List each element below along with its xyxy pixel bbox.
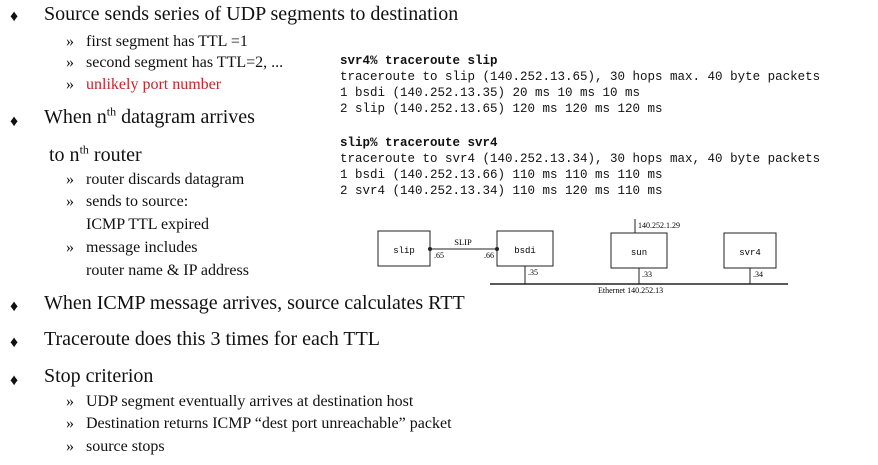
- sub-bullet-text-highlight: unlikely port number: [86, 76, 222, 93]
- svr4-address-label: .34: [753, 270, 763, 279]
- bullet-diamond-icon: ♦: [10, 8, 19, 25]
- host-box-sun: [610, 232, 668, 269]
- sun-address-label: .33: [642, 270, 652, 279]
- sub-bullet-icon: »: [66, 33, 74, 50]
- bsdi-slip-address-label: .66: [484, 251, 494, 260]
- bullet-3-text: When ICMP message arrives, source calcul…: [44, 292, 465, 314]
- sub-bullet-icon: »: [66, 239, 74, 256]
- terminal-output-line: 1 bsdi (140.252.13.66) 110 ms 110 ms 110…: [340, 168, 663, 182]
- host-box-svr4: [723, 232, 777, 269]
- network-diagram: slip bsdi sun svr4 SLIP .65 .66 .35 .33 …: [377, 219, 788, 295]
- sub-bullet-text: second segment has TTL=2, ...: [86, 54, 284, 71]
- bullet-diamond-icon: ♦: [10, 372, 19, 389]
- host-label-slip: slip: [393, 246, 415, 256]
- terminal-output-line: 1 bsdi (140.252.13.35) 20 ms 10 ms 10 ms: [340, 86, 641, 100]
- terminal-output-line: 2 svr4 (140.252.13.34) 110 ms 120 ms 110…: [340, 184, 663, 198]
- bullet-4-text: Traceroute does this 3 times for each TT…: [44, 328, 381, 350]
- slip-link-label: SLIP: [454, 237, 472, 247]
- ethernet-label: Ethernet 140.252.13: [598, 286, 663, 295]
- sub-bullet-icon: »: [66, 438, 74, 455]
- host-label-svr4: svr4: [739, 248, 761, 258]
- sub-bullet-text: source stops: [86, 438, 165, 455]
- bullet-1-text: Source sends series of UDP segments to d…: [44, 3, 459, 25]
- bsdi-address-label: .35: [528, 268, 538, 277]
- bullet-2-line2: to nth router: [49, 142, 142, 166]
- sub-bullet-icon: »: [66, 393, 74, 410]
- terminal-output-line: traceroute to svr4 (140.252.13.34), 30 h…: [340, 152, 821, 166]
- bullet-diamond-icon: ♦: [10, 113, 19, 130]
- sub-bullet-icon: »: [66, 415, 74, 432]
- sub-bullet-text: sends to source:: [86, 193, 189, 210]
- terminal-command: slip% traceroute svr4: [340, 136, 498, 150]
- slip-address-label: .65: [434, 251, 444, 260]
- bullet-5-text: Stop criterion: [44, 365, 154, 387]
- host-label-bsdi: bsdi: [514, 246, 536, 256]
- sub-bullet-text: message includes: [86, 239, 198, 256]
- sub-bullet-text: UDP segment eventually arrives at destin…: [86, 393, 414, 410]
- sub-bullet-icon: »: [66, 76, 74, 93]
- terminal-output-line: 2 slip (140.252.13.65) 120 ms 120 ms 120…: [340, 102, 663, 116]
- sub-bullet-text: first segment has TTL =1: [86, 33, 248, 50]
- sub-bullet-text: Destination returns ICMP “dest port unre…: [86, 415, 452, 432]
- sub-bullet-icon: »: [66, 54, 74, 71]
- sub-bullet-icon: »: [66, 193, 74, 210]
- terminal-command: svr4% traceroute slip: [340, 54, 498, 68]
- sub-bullet-continuation: router name & IP address: [86, 262, 249, 279]
- bullet-2-line1: When nth datagram arrives: [44, 104, 255, 128]
- bullet-diamond-icon: ♦: [10, 334, 19, 351]
- slip-link-endpoint: [495, 247, 499, 251]
- terminal-output-line: traceroute to slip (140.252.13.65), 30 h…: [340, 70, 821, 84]
- sub-bullet-continuation: ICMP TTL expired: [86, 216, 209, 233]
- sub-bullet-icon: »: [66, 171, 74, 188]
- sun-uplink-address: 140.252.1.29: [638, 221, 680, 230]
- sub-bullet-text: router discards datagram: [86, 171, 245, 188]
- bullet-diamond-icon: ♦: [10, 298, 19, 315]
- host-label-sun: sun: [631, 248, 647, 258]
- slip-link-endpoint: [428, 247, 432, 251]
